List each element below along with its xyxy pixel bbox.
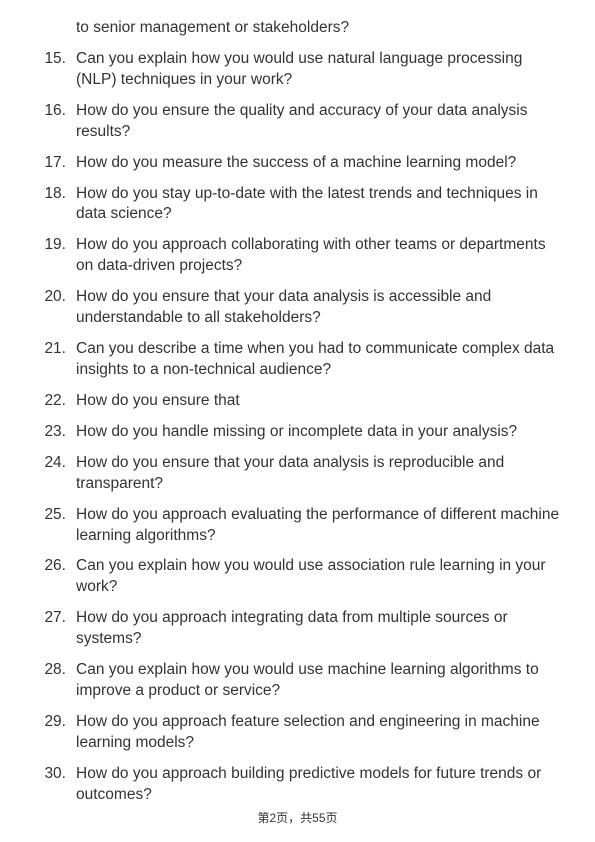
question-text: How do you approach evaluating the perfo… xyxy=(76,505,563,547)
question-number: 16. xyxy=(32,101,76,122)
question-number: 28. xyxy=(32,660,76,681)
question-text: How do you approach feature selection an… xyxy=(76,712,563,754)
question-number: 30. xyxy=(32,764,76,785)
question-number: 15. xyxy=(32,49,76,70)
question-text: How do you ensure that your data analysi… xyxy=(76,453,563,495)
question-number: 22. xyxy=(32,391,76,412)
question-item: 23.How do you handle missing or incomple… xyxy=(32,422,563,443)
question-item: 22.How do you ensure that xyxy=(32,391,563,412)
question-text: Can you explain how you would use natura… xyxy=(76,49,563,91)
question-number: 29. xyxy=(32,712,76,733)
question-item: 18.How do you stay up-to-date with the l… xyxy=(32,184,563,226)
question-item: 19.How do you approach collaborating wit… xyxy=(32,235,563,277)
continuation-line: to senior management or stakeholders? xyxy=(76,18,563,39)
question-item: 24.How do you ensure that your data anal… xyxy=(32,453,563,495)
question-item: 17.How do you measure the success of a m… xyxy=(32,153,563,174)
question-number: 20. xyxy=(32,287,76,308)
question-text: How do you measure the success of a mach… xyxy=(76,153,563,174)
question-text: How do you approach integrating data fro… xyxy=(76,608,563,650)
question-number: 18. xyxy=(32,184,76,205)
page-footer: 第2页，共55页 xyxy=(0,809,595,826)
question-text: How do you handle missing or incomplete … xyxy=(76,422,563,443)
question-number: 17. xyxy=(32,153,76,174)
question-item: 26.Can you explain how you would use ass… xyxy=(32,556,563,598)
question-item: 21.Can you describe a time when you had … xyxy=(32,339,563,381)
question-number: 21. xyxy=(32,339,76,360)
question-number: 26. xyxy=(32,556,76,577)
question-number: 24. xyxy=(32,453,76,474)
question-item: 20.How do you ensure that your data anal… xyxy=(32,287,563,329)
question-text: How do you approach building predictive … xyxy=(76,764,563,806)
question-number: 19. xyxy=(32,235,76,256)
question-text: How do you stay up-to-date with the late… xyxy=(76,184,563,226)
question-text: How do you ensure that xyxy=(76,391,563,412)
question-list: 15.Can you explain how you would use nat… xyxy=(32,49,563,806)
question-item: 29.How do you approach feature selection… xyxy=(32,712,563,754)
question-item: 27.How do you approach integrating data … xyxy=(32,608,563,650)
question-number: 23. xyxy=(32,422,76,443)
question-item: 25.How do you approach evaluating the pe… xyxy=(32,505,563,547)
question-number: 27. xyxy=(32,608,76,629)
question-item: 16.How do you ensure the quality and acc… xyxy=(32,101,563,143)
question-text: How do you ensure that your data analysi… xyxy=(76,287,563,329)
question-text: How do you ensure the quality and accura… xyxy=(76,101,563,143)
question-number: 25. xyxy=(32,505,76,526)
question-item: 15.Can you explain how you would use nat… xyxy=(32,49,563,91)
question-text: Can you describe a time when you had to … xyxy=(76,339,563,381)
question-item: 30.How do you approach building predicti… xyxy=(32,764,563,806)
question-text: How do you approach collaborating with o… xyxy=(76,235,563,277)
question-text: Can you explain how you would use associ… xyxy=(76,556,563,598)
question-item: 28.Can you explain how you would use mac… xyxy=(32,660,563,702)
question-text: Can you explain how you would use machin… xyxy=(76,660,563,702)
